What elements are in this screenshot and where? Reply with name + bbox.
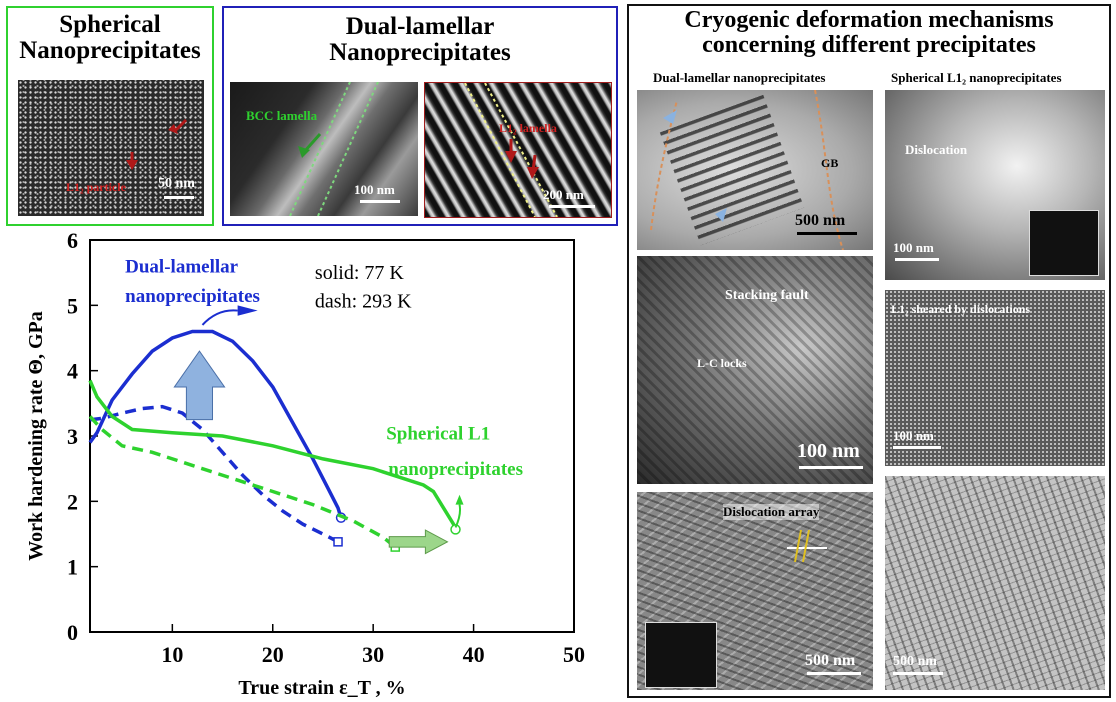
img4-diffraction-inset [1029, 210, 1099, 276]
stacking-fault-micrograph: Stacking fault L-C locks 100 nm [637, 256, 873, 484]
img4-scale-bar [895, 258, 939, 261]
y-tick-label: 5 [67, 293, 78, 318]
series-line [88, 329, 343, 519]
x-axis-label: True strain ε_T , % [238, 677, 405, 699]
x-tick-label: 40 [463, 642, 485, 667]
img5-scale-bar [893, 446, 941, 449]
bcc-lamella-label: BCC lamella [246, 108, 318, 123]
l12-scale-label: 200 nm [543, 187, 584, 202]
sph-annotation-line1: Spherical L1 [386, 423, 490, 444]
bcc-lamella-micrograph: BCC lamella 100 nm [230, 82, 418, 216]
img6-scale-bar [893, 672, 943, 675]
series-end-marker [333, 537, 343, 547]
l12-scale-bar [549, 205, 595, 208]
dual-annotation-line1: Dual-lamellar [125, 257, 238, 278]
dislocation-array-label: Dislocation array [723, 504, 820, 520]
img2-scale-label: 100 nm [797, 440, 860, 462]
dual-gb-micrograph: GB 500 nm [637, 90, 873, 250]
lc-locks-label: L-C locks [697, 356, 747, 370]
x-tick-label: 20 [262, 642, 284, 667]
dual-leader [201, 309, 238, 326]
img3-diffraction-inset [645, 622, 717, 688]
bcc-scale-label: 100 nm [354, 182, 395, 197]
gb-label: GB [821, 156, 839, 170]
y-tick-label: 6 [67, 232, 78, 253]
dash-legend-text: dash: 293 K [315, 290, 412, 312]
img3-scale-bar [807, 672, 861, 675]
l12-lamella-label: L1₂ lamella [499, 121, 557, 135]
img2-scale-bar [799, 466, 863, 469]
sheared-label: L1₂ sheared by dislocations [891, 302, 1031, 316]
y-tick-label: 0 [67, 620, 78, 645]
spherical-scale-bar [164, 196, 194, 199]
dislocation-micrograph: Dislocation 100 nm [885, 90, 1105, 280]
spherical-arrows [126, 118, 188, 170]
spherical-inset-panel: Spherical Nanoprecipitates L1₂ particle … [6, 6, 214, 226]
y-tick-label: 4 [67, 359, 78, 384]
img1-scale-bar [797, 232, 857, 235]
dual-inset-title: Dual-lamellar Nanoprecipitates [329, 13, 511, 67]
img6-scale-label: 500 nm [893, 654, 937, 669]
column-left-title: Dual-lamellar nanoprecipitates [653, 70, 826, 85]
series-end-marker [450, 524, 461, 535]
series-line [89, 404, 339, 544]
spherical-micrograph: L1₂ particle 50 nm [18, 80, 204, 216]
dual-leader-arrow [237, 305, 258, 316]
x-tick-label: 30 [362, 642, 384, 667]
img4-scale-label: 100 nm [893, 240, 934, 255]
dual-inset-panel: Dual-lamellar Nanoprecipitates BCC lamel… [222, 6, 618, 226]
img3-scale-label: 500 nm [805, 652, 856, 669]
sph-leader [454, 504, 462, 528]
spherical-inset-title: Spherical Nanoprecipitates [19, 11, 201, 65]
y-tick-label: 2 [67, 489, 78, 514]
y-tick-label: 1 [67, 555, 78, 580]
particle-label: L1₂ particle [66, 180, 126, 194]
solid-legend-text: solid: 77 K [315, 262, 404, 284]
column-right-title: Spherical L1₂ nanoprecipitates [891, 70, 1062, 85]
sph-annotation-line2: nanoprecipitates [388, 459, 523, 480]
dual-annotation-line2: nanoprecipitates [125, 286, 260, 307]
series-line [88, 379, 458, 531]
series-line [88, 415, 397, 549]
sph-leader-arrow [455, 494, 464, 505]
l12-lamella-micrograph: L1₂ lamella 200 nm [424, 82, 612, 218]
stacking-fault-label: Stacking fault [725, 288, 809, 303]
increase-arrow-icon [173, 350, 226, 421]
img1-scale-label: 500 nm [795, 212, 846, 229]
mechanisms-title: Cryogenic deformation mechanisms concern… [684, 7, 1054, 59]
dislocation-label: Dislocation [905, 142, 968, 157]
y-axis-label: Work hardening rate Θ, GPa [25, 311, 47, 560]
img5-scale-label: 100 nm [893, 428, 934, 443]
dislocation-network-micrograph: 500 nm [885, 476, 1105, 690]
bcc-scale-bar [360, 200, 400, 203]
work-hardening-chart: 10 20 30 40 50 0 1 2 3 4 5 6 True strain ε_T , % Work… [25, 232, 585, 699]
x-tick-label: 10 [161, 642, 183, 667]
sheared-l12-micrograph: L1₂ sheared by dislocations 100 nm [885, 290, 1105, 466]
extend-arrow-icon [388, 529, 449, 555]
x-tick-label: 50 [563, 642, 585, 667]
spherical-scale-label: 50 nm [158, 176, 195, 191]
mechanisms-panel: Cryogenic deformation mechanisms concern… [627, 4, 1111, 698]
y-tick-label: 3 [67, 424, 78, 449]
dislocation-array-micrograph: Dislocation array 500 nm [637, 492, 873, 690]
